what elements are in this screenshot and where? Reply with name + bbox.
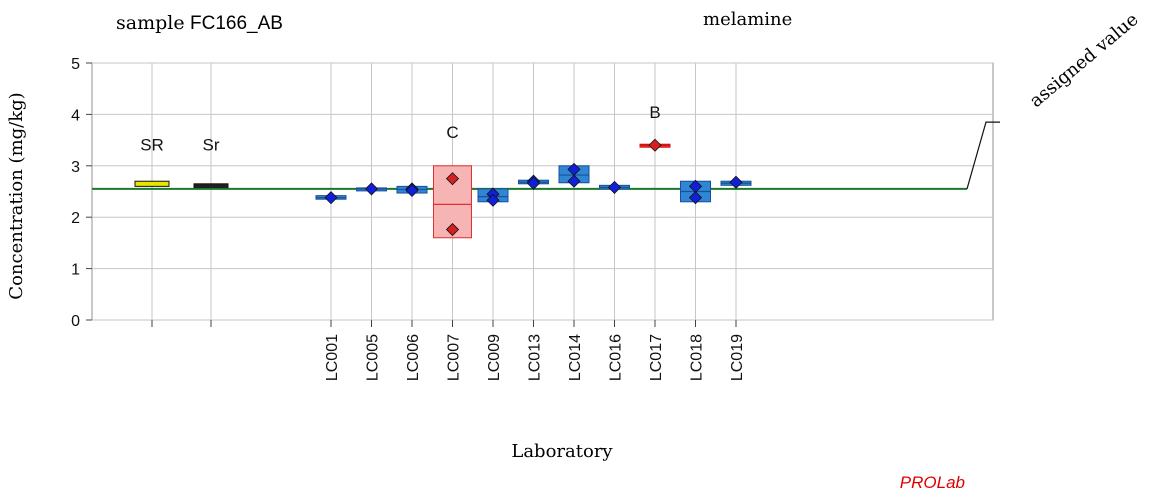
lab-point [567,174,581,188]
assigned-value-annotation: assigned value [1026,9,1143,112]
y-axis-title: Concentration (mg/kg) [6,92,27,299]
y-tick-label: 1 [71,262,80,279]
x-tick-label: LC013 [527,334,544,381]
x-tick-label: LC018 [689,334,706,381]
summary-box [134,180,170,187]
x-tick-label: LC019 [729,334,746,381]
lab-flag: C [446,123,458,142]
lab-point [445,222,460,237]
y-tick-label: 4 [71,107,80,124]
lab-point [324,191,338,205]
lab-point [486,193,500,207]
lab-point [648,138,662,152]
plot-area: 0 1 2 3 4 5 LC001 LC005 LC006 LC007 LC009 LC013 LC01… [71,56,1000,381]
lab-point [445,172,460,186]
x-axis-title: Laboratory [511,441,613,462]
y-tick-label: 2 [71,210,80,227]
lab-point [607,180,622,194]
summary-label: Sr [203,135,220,154]
x-tick-label: LC014 [567,334,584,381]
x-tick-label: LC016 [608,334,625,381]
y-tick-label: 0 [71,313,80,330]
plot-frame [91,62,994,321]
lab-point [526,176,541,190]
lab-point [364,182,379,196]
y-tick-label: 5 [71,56,80,73]
analyte-title: melamine [703,9,792,30]
x-tick-label: LC005 [365,334,382,381]
assigned-value-leader [966,121,1000,190]
lab-point [688,191,703,205]
x-tick-label: LC006 [405,334,422,381]
sample-prefix: sample [116,12,185,34]
lab-flag: B [649,103,660,122]
sample-id: FC166_AB [190,13,283,34]
y-tick-label: 3 [71,159,80,176]
lab-point [405,183,419,198]
summary-label: SR [140,135,164,154]
summary-box [193,183,229,189]
x-tick-label: LC007 [446,334,463,381]
lab-point [729,175,743,189]
x-tick-label: LC001 [324,334,341,381]
prolab-logo: PROLab [900,473,965,492]
x-tick-label: LC009 [486,334,503,381]
x-tick-label: LC017 [648,334,665,381]
